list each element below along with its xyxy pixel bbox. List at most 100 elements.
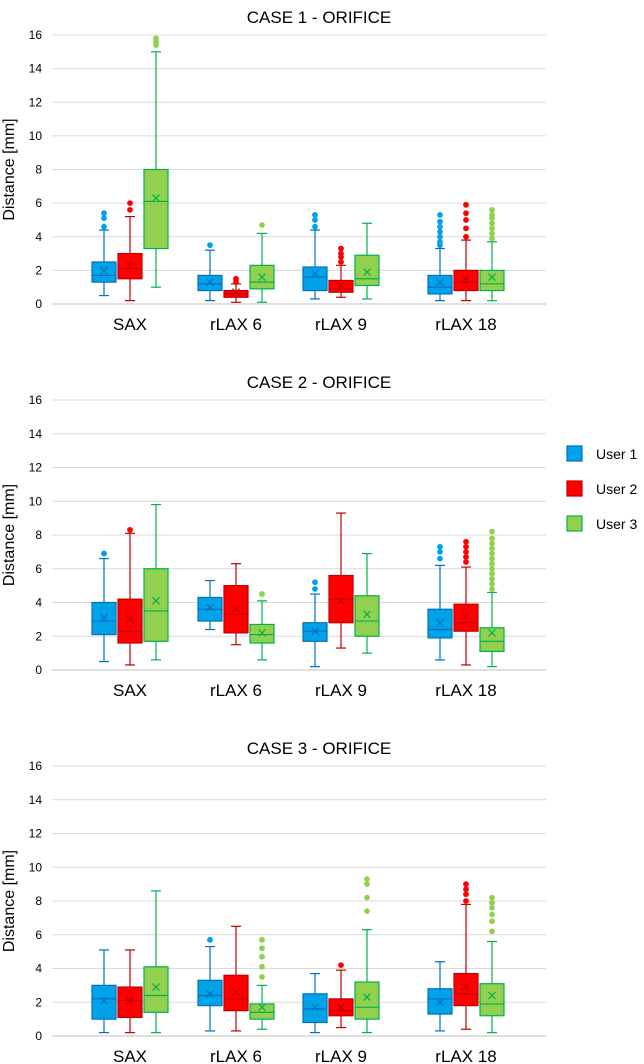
box-user3-1 bbox=[249, 591, 275, 661]
y-tick-label: 14 bbox=[29, 427, 43, 441]
box-user3-0 bbox=[143, 890, 169, 1034]
legend: User 1 User 2 User 3 bbox=[566, 445, 637, 532]
mean-marker bbox=[126, 261, 134, 270]
y-tick-label: 6 bbox=[35, 928, 42, 942]
mean-marker bbox=[152, 983, 160, 991]
outlier-point bbox=[463, 898, 469, 904]
outlier-point bbox=[463, 538, 469, 545]
legend-item-2: User 2 bbox=[566, 480, 637, 497]
chart-panel-3: CASE 3 - ORIFICE 0 2 4 6 8 10 12 14 16 Distance [m… bbox=[1, 739, 546, 1064]
box-user3-1 bbox=[249, 936, 275, 1030]
iqr-box bbox=[91, 261, 117, 283]
iqr-box bbox=[354, 981, 380, 1020]
y-tick-label: 2 bbox=[35, 995, 42, 1009]
y-tick-label: 12 bbox=[29, 461, 43, 475]
outlier-point bbox=[364, 894, 370, 901]
x-category-label: rLAX 9 bbox=[315, 315, 367, 334]
box-user2-3 bbox=[453, 538, 479, 666]
mean-marker bbox=[206, 603, 214, 612]
box-user1-0 bbox=[91, 210, 117, 297]
outlier-point bbox=[489, 928, 495, 935]
mean-marker bbox=[258, 628, 266, 637]
outlier-point bbox=[312, 223, 318, 230]
y-tick-label: 16 bbox=[29, 28, 43, 42]
outlier-point bbox=[127, 206, 133, 213]
outlier-point bbox=[489, 528, 495, 535]
outlier-point bbox=[259, 591, 265, 597]
iqr-box bbox=[117, 986, 143, 1019]
box-user2-0 bbox=[117, 949, 143, 1034]
x-category-label: rLAX 6 bbox=[210, 315, 262, 334]
iqr-box bbox=[91, 984, 117, 1020]
box-user1-1 bbox=[197, 242, 223, 302]
x-category-label: rLAX 9 bbox=[315, 681, 367, 700]
y-tick-label: 2 bbox=[35, 629, 42, 643]
outlier-point bbox=[489, 206, 495, 213]
outlier-point bbox=[127, 200, 133, 207]
outlier-point bbox=[437, 555, 443, 562]
outlier-point bbox=[364, 908, 370, 915]
y-tick-label: 10 bbox=[29, 494, 43, 508]
box-user3-2 bbox=[354, 876, 380, 1034]
box-user3-3 bbox=[479, 528, 505, 668]
box-user1-3 bbox=[427, 211, 453, 302]
mean-marker bbox=[488, 273, 496, 282]
outlier-point bbox=[437, 238, 443, 245]
outlier-point bbox=[153, 35, 159, 42]
y-tick-label: 8 bbox=[35, 894, 42, 908]
outlier-point bbox=[489, 545, 495, 552]
box-user1-2 bbox=[302, 579, 328, 668]
outlier-point bbox=[233, 275, 239, 282]
outlier-point bbox=[364, 876, 370, 882]
outlier-point bbox=[463, 543, 469, 550]
outlier-point bbox=[312, 217, 318, 223]
y-tick-label: 12 bbox=[29, 95, 43, 109]
outlier-point bbox=[437, 228, 443, 235]
iqr-box bbox=[453, 603, 479, 632]
chart-panel-2: CASE 2 - ORIFICE 0 2 4 6 8 10 12 14 16 Distance [m… bbox=[1, 373, 546, 700]
box-user2-2 bbox=[328, 245, 354, 298]
box-user3-1 bbox=[249, 222, 275, 303]
outlier-point bbox=[489, 904, 495, 911]
outlier-point bbox=[489, 911, 495, 918]
outlier-point bbox=[259, 945, 265, 952]
legend-item-1: User 1 bbox=[566, 445, 637, 462]
outlier-point bbox=[489, 220, 495, 227]
outlier-point bbox=[489, 211, 495, 218]
outlier-point bbox=[463, 225, 469, 232]
mean-marker bbox=[126, 996, 134, 1005]
iqr-box bbox=[249, 1003, 275, 1020]
mean-marker bbox=[488, 991, 496, 1000]
mean-marker bbox=[206, 278, 214, 287]
mean-marker bbox=[258, 273, 266, 282]
outlier-point bbox=[127, 527, 133, 533]
iqr-box bbox=[453, 972, 479, 1007]
chart-panels: CASE 1 - ORIFICE 0 2 4 6 8 10 12 14 16 Distance [m… bbox=[1, 8, 546, 1064]
legend-swatch bbox=[566, 515, 583, 532]
outlier-point bbox=[207, 242, 213, 249]
y-tick-label: 4 bbox=[35, 596, 42, 610]
box-user3-3 bbox=[479, 894, 505, 1034]
box-user3-3 bbox=[479, 206, 505, 302]
chart-title: CASE 2 - ORIFICE bbox=[247, 373, 392, 392]
outlier-point bbox=[489, 540, 495, 547]
box-user2-0 bbox=[117, 527, 143, 666]
outlier-point bbox=[489, 575, 495, 582]
outlier-point bbox=[259, 222, 265, 228]
outlier-point bbox=[489, 235, 495, 242]
mean-marker bbox=[206, 989, 214, 998]
iqr-box bbox=[354, 595, 380, 637]
outlier-point bbox=[463, 559, 469, 565]
box-user1-1 bbox=[197, 579, 223, 631]
mean-marker bbox=[100, 613, 108, 622]
box-user1-0 bbox=[91, 550, 117, 663]
x-category-label: rLAX 18 bbox=[435, 1047, 496, 1064]
mean-marker bbox=[436, 278, 444, 287]
y-axis-label: Distance [mm] bbox=[1, 484, 18, 586]
outlier-point bbox=[338, 259, 344, 265]
iqr-box bbox=[354, 254, 380, 287]
y-tick-label: 14 bbox=[29, 62, 43, 76]
outlier-point bbox=[489, 581, 495, 587]
y-tick-label: 6 bbox=[35, 562, 42, 576]
mean-marker bbox=[363, 610, 371, 619]
